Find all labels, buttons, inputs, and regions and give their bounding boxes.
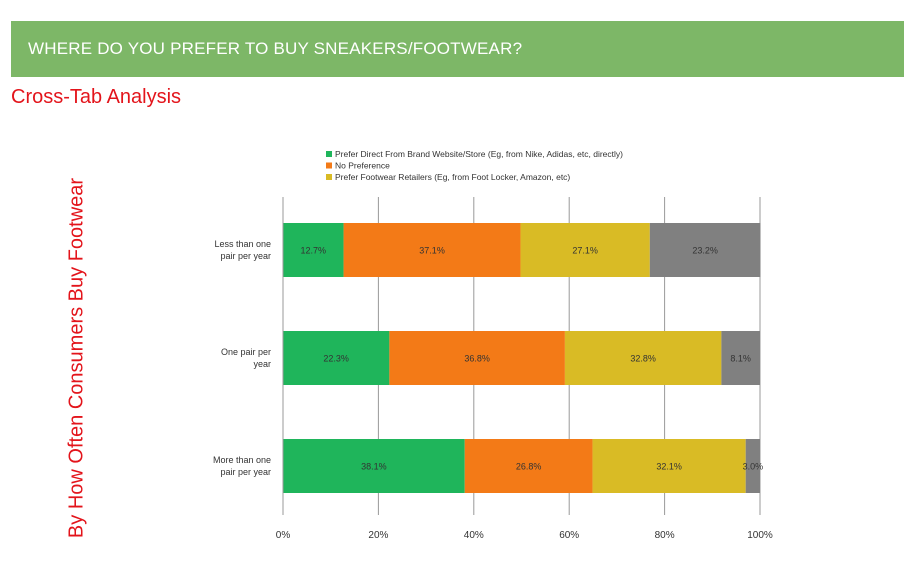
bar-segment: [592, 439, 746, 493]
legend-label: No Preference: [335, 161, 390, 171]
y-tick-label: One pair per: [221, 347, 271, 357]
y-tick-label: year: [253, 359, 271, 369]
bar-segment: [649, 223, 761, 277]
legend-label: Prefer Direct From Brand Website/Store (…: [335, 149, 623, 159]
chart-labels: 12.7% 37.1% 27.1% 23.2% 22.3% 36.8% 32.8% 8.1% 3…: [301, 246, 764, 472]
data-label: 26.8%: [516, 462, 542, 472]
x-tick-label: 40%: [464, 530, 484, 541]
data-label: 27.1%: [572, 246, 598, 256]
y-tick-label: pair per year: [220, 467, 271, 477]
y-tick-label: More than one: [213, 455, 271, 465]
bar-segment: [283, 439, 465, 493]
bar-segment: [389, 331, 565, 385]
y-tick-label: Less than one: [214, 239, 271, 249]
header-band: WHERE DO YOU PREFER TO BUY SNEAKERS/FOOT…: [11, 21, 904, 77]
x-tick-label: 0%: [276, 530, 291, 541]
chart-bars: [283, 223, 761, 493]
data-label: 38.1%: [361, 462, 387, 472]
y-tick-label: pair per year: [220, 251, 271, 261]
data-label: 36.8%: [464, 354, 490, 364]
bar-segment: [520, 223, 650, 277]
legend-swatch: [326, 174, 332, 180]
chart-axes: 0% 20% 40% 60% 80% 100% Less than one pair per …: [213, 197, 773, 541]
data-label: 32.8%: [630, 354, 656, 364]
bar-segment: [464, 439, 593, 493]
x-tick-label: 80%: [655, 530, 675, 541]
page-title: WHERE DO YOU PREFER TO BUY SNEAKERS/FOOT…: [28, 39, 523, 58]
legend-swatch: [326, 162, 332, 169]
subtitle: Cross-Tab Analysis: [11, 86, 182, 108]
x-tick-label: 60%: [559, 530, 579, 541]
bar-segment: [564, 331, 722, 385]
bar-segment: [745, 439, 760, 493]
bar-segment: [283, 223, 344, 277]
data-label: 8.1%: [730, 354, 751, 364]
data-label: 3.0%: [743, 462, 764, 472]
x-tick-label: 20%: [368, 530, 388, 541]
data-label: 37.1%: [419, 246, 445, 256]
legend-swatch: [326, 151, 332, 157]
legend-label: Prefer Footwear Retailers (Eg, from Foot…: [335, 172, 570, 182]
data-label: 12.7%: [301, 246, 327, 256]
bar-segment: [283, 331, 390, 385]
bar-segment: [343, 223, 521, 277]
x-tick-label: 100%: [747, 530, 773, 541]
data-label: 32.1%: [656, 462, 682, 472]
data-label: 23.2%: [692, 246, 718, 256]
bar-segment: [721, 331, 760, 385]
data-label: 22.3%: [323, 354, 349, 364]
chart-legend: Prefer Direct From Brand Website/Store (…: [326, 149, 623, 182]
